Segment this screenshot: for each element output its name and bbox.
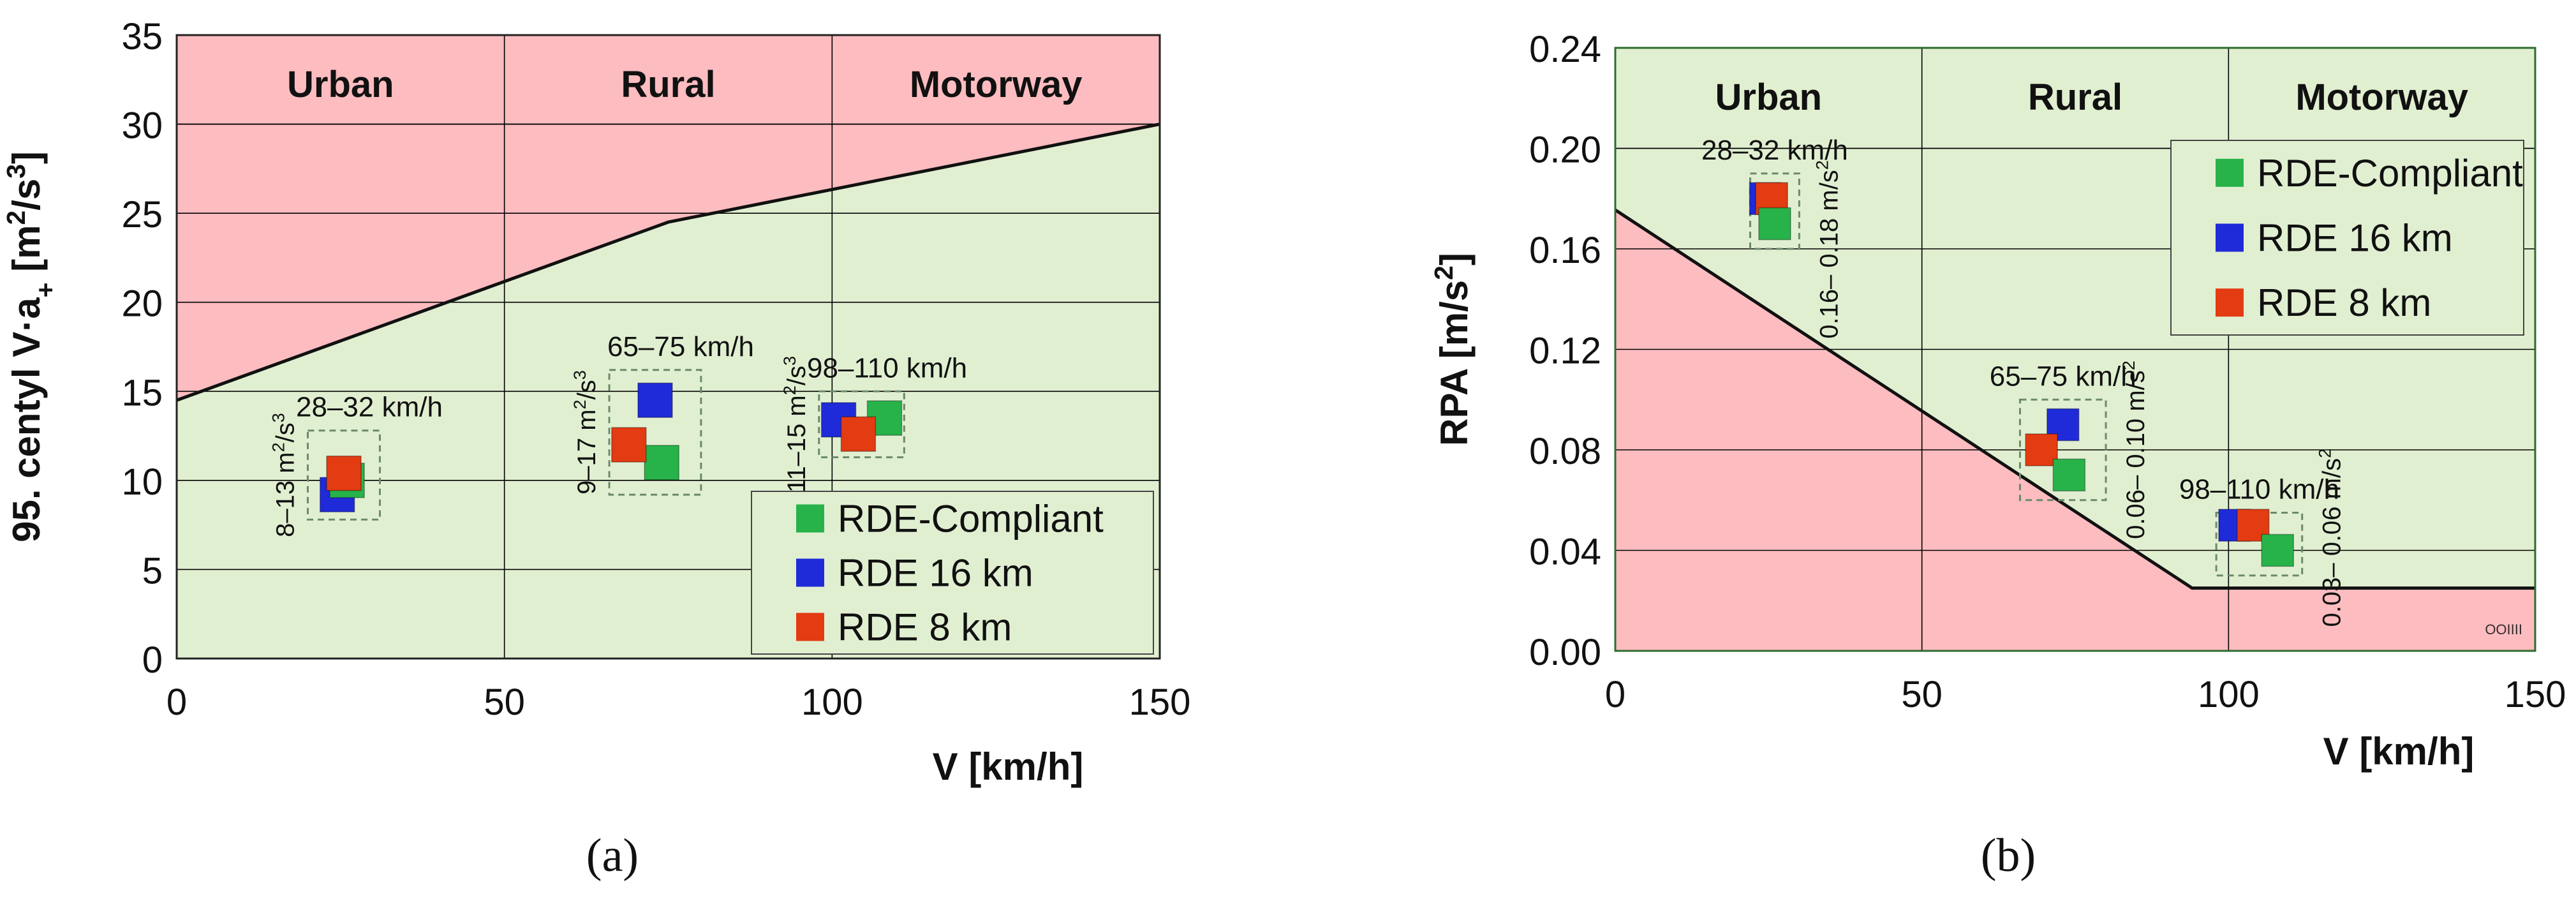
range-box — [2215, 511, 2304, 577]
legend-swatch — [2216, 158, 2244, 187]
y-tick-label: 0.04 — [1529, 532, 1601, 573]
legend-swatch — [2216, 223, 2244, 252]
y-tick-label: 10 — [121, 461, 163, 503]
y-axis-label: RPA [m/s2] — [1429, 253, 1476, 446]
marker-rde-compliant — [644, 445, 679, 480]
marker-rde-compliant — [2261, 533, 2294, 567]
x-tick-label: 50 — [1901, 674, 1943, 715]
legend-entry: RDE 8 km — [2257, 281, 2431, 324]
x-tick-label: 0 — [1605, 674, 1625, 715]
speed-range-label: 65–75 km/h — [1990, 361, 2136, 392]
x-tick-label: 100 — [801, 681, 863, 723]
exceedance-zone — [1615, 209, 2535, 651]
plot-frame — [175, 34, 1161, 660]
zone-label-motorway: Motorway — [2295, 77, 2468, 118]
chart-panel-a: Urban Rural Motorway 0 5 10 15 20 25 30 35 0 50 100 15… — [1, 16, 1190, 882]
plot-frame — [1614, 47, 2536, 652]
zone-label-rural: Rural — [2028, 77, 2122, 118]
x-tick-label: 150 — [2505, 674, 2566, 715]
marker-rde-8-km — [840, 416, 877, 452]
marker-rde-8-km — [2025, 433, 2058, 466]
legend-entry: RDE 16 km — [2257, 217, 2453, 260]
zone-label-urban: Urban — [1715, 77, 1823, 118]
y-tick-label: 0.08 — [1529, 431, 1601, 472]
x-tick-label: 100 — [2198, 674, 2260, 715]
y-tick-label: 20 — [121, 283, 163, 325]
y-tick-label: 0 — [142, 639, 163, 681]
x-tick-label: 0 — [167, 681, 187, 723]
zone-label-motorway: Motorway — [910, 64, 1083, 105]
zone-label-rural: Rural — [621, 64, 715, 105]
legend-entry: RDE-Compliant — [838, 498, 1104, 540]
y-tick-label: 30 — [121, 105, 163, 147]
speed-range-label: 65–75 km/h — [607, 331, 754, 362]
value-range-label: 8–13 m2/s3 — [268, 413, 300, 537]
value-range-label: 0.16– 0.18 m/s2 — [1812, 160, 1844, 339]
marker-rde-8-km — [326, 455, 362, 491]
y-tick-label: 15 — [121, 372, 163, 413]
chart-panel-b: Urban Rural Motorway 0.00 0.04 0.08 0.12 0.16 0.… — [1429, 29, 2566, 882]
y-tick-label: 35 — [121, 16, 163, 57]
y-tick-label: 0.24 — [1529, 29, 1601, 70]
marker-rde-compliant — [1758, 207, 1791, 241]
marker-rde-8-km — [611, 427, 647, 463]
value-range-label: 11–15 m2/s3 — [779, 356, 811, 493]
speed-range-label: 28–32 km/h — [1701, 135, 1848, 166]
legend-entry: RDE 16 km — [838, 552, 1033, 595]
panel-label: (a) — [586, 830, 639, 882]
marker-rde-16-km — [637, 382, 673, 418]
speed-range-label: 98–110 km/h — [807, 352, 967, 383]
legend-swatch — [796, 504, 824, 533]
limit-line — [1614, 208, 2535, 590]
y-tick-label: 0.00 — [1529, 632, 1601, 673]
legend-swatch — [2216, 288, 2244, 317]
x-axis-label: V [km/h] — [933, 745, 1084, 788]
y-tick-label: 0.20 — [1529, 130, 1601, 171]
y-axis-label: 95. centyl V·a+ [m2/s3] — [1, 151, 60, 542]
value-range-label: 0.03– 0.06 m/s2 — [2314, 449, 2346, 627]
watermark-text: OOIIII — [2485, 622, 2522, 637]
legend-swatch — [796, 613, 824, 641]
x-tick-label: 150 — [1129, 681, 1191, 723]
y-tick-label: 25 — [121, 194, 163, 235]
value-range-label: 9–17 m2/s3 — [570, 370, 602, 495]
x-axis-label: V [km/h] — [2323, 730, 2475, 773]
panel-label: (b) — [1981, 830, 2036, 882]
speed-range-label: 98–110 km/h — [2179, 473, 2339, 505]
x-tick-label: 50 — [484, 681, 525, 723]
zone-label-urban: Urban — [287, 64, 394, 105]
range-box — [306, 429, 381, 521]
exceedance-zone — [177, 35, 1160, 401]
legend-swatch — [796, 558, 824, 587]
legend-entry: RDE-Compliant — [2257, 152, 2523, 195]
value-range-label: 0.06– 0.10 m/s2 — [2119, 361, 2150, 539]
y-tick-label: 0.12 — [1529, 331, 1601, 372]
range-box — [2018, 398, 2107, 502]
y-tick-label: 0.16 — [1529, 230, 1601, 271]
speed-range-label: 28–32 km/h — [296, 392, 443, 423]
legend-entry: RDE 8 km — [838, 606, 1012, 649]
limit-line — [176, 123, 1160, 402]
marker-rde-compliant — [2052, 458, 2086, 492]
range-box — [608, 369, 702, 496]
y-tick-label: 5 — [142, 550, 163, 592]
